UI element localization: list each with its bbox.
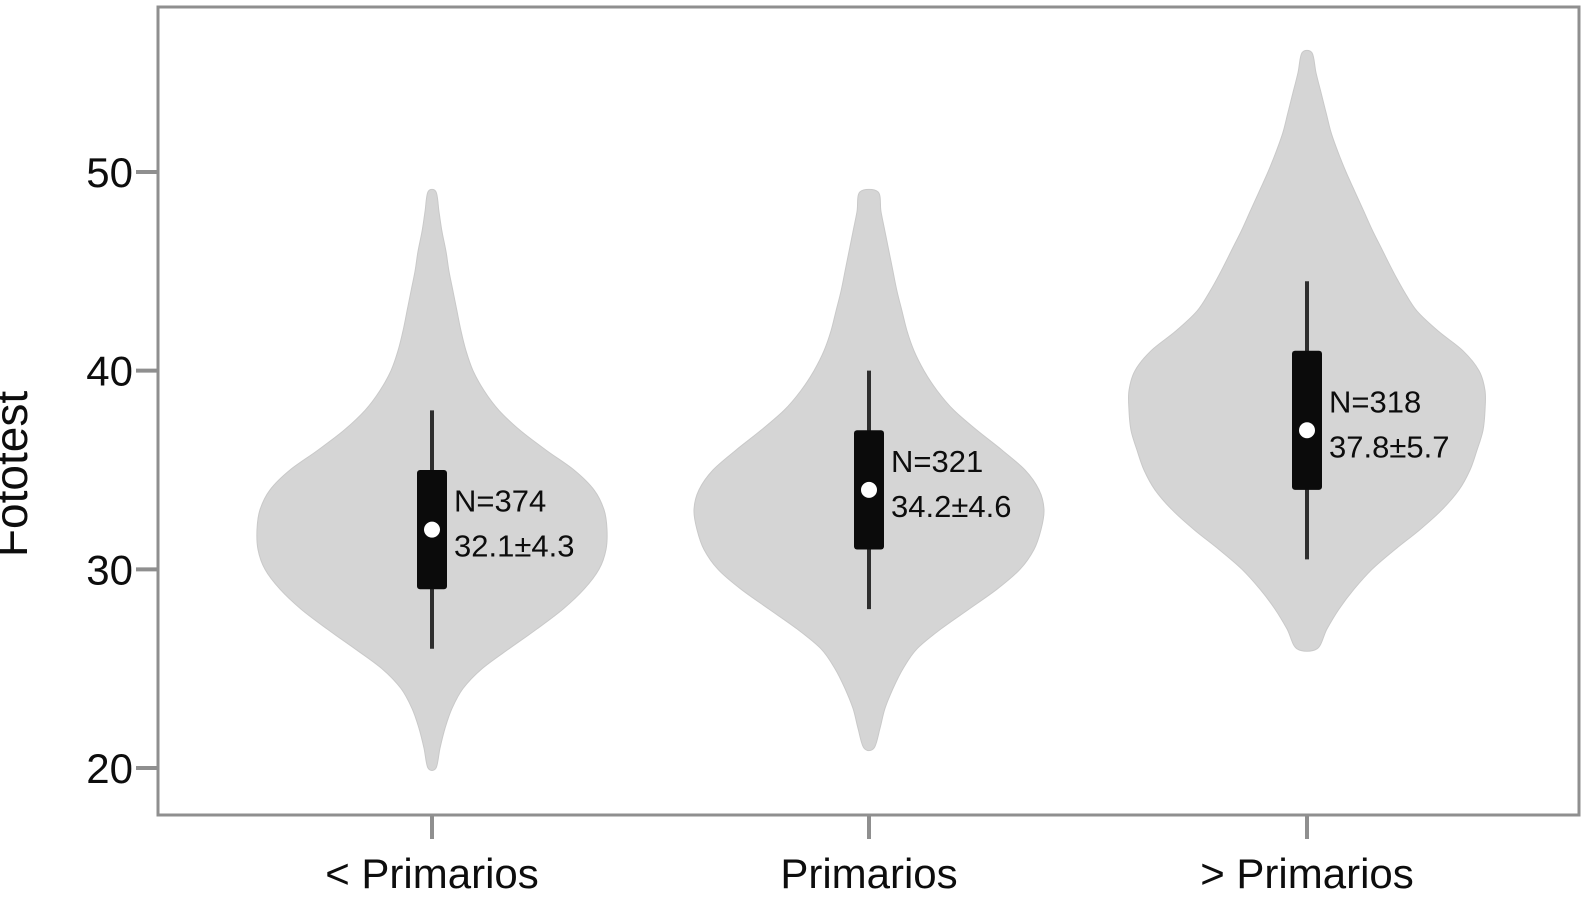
annotation-n-2: N=321 [891, 444, 983, 479]
x-tick-label-1: < Primarios [325, 850, 539, 897]
median-dot-3 [1299, 422, 1315, 439]
annotation-stats-2: 34.2±4.6 [891, 489, 1011, 524]
y-axis-title: Fototest [0, 391, 37, 557]
x-axis-ticks: < Primarios Primarios > Primarios [325, 815, 1414, 897]
annotation-stats-3: 37.8±5.7 [1329, 429, 1449, 464]
annotation-stats-1: 32.1±4.3 [454, 529, 574, 564]
x-tick-label-2: Primarios [780, 850, 957, 897]
annotation-n-1: N=374 [454, 484, 546, 519]
median-dot-2 [861, 481, 877, 498]
y-tick-label: 20 [86, 745, 133, 792]
iqr-box-3 [1292, 350, 1322, 490]
y-axis-ticks: 50 40 30 20 [86, 149, 158, 792]
y-tick-label: 40 [86, 348, 133, 395]
y-tick-label: 50 [86, 149, 133, 196]
violin-series: N=374 32.1±4.3 N=321 34.2±4.6 N=318 37.8±5.7 [256, 49, 1487, 771]
median-dot-1 [424, 521, 440, 538]
annotation-n-3: N=318 [1329, 384, 1421, 419]
y-tick-label: 30 [86, 546, 133, 593]
x-tick-label-3: > Primarios [1200, 850, 1414, 897]
